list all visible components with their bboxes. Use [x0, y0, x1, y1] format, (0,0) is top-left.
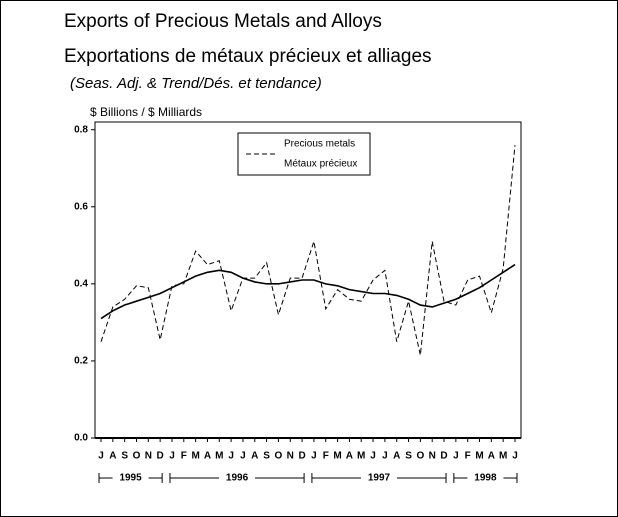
year-label: 1998	[474, 473, 497, 484]
x-tick-label: J	[370, 451, 376, 462]
y-axis-label: $ Billions / $ Milliards	[90, 105, 202, 119]
x-tick-label: O	[275, 451, 283, 462]
x-tick-label: J	[98, 451, 104, 462]
x-tick-label: M	[357, 451, 365, 462]
chart-title: Exports of Precious Metals and Alloys	[64, 11, 382, 32]
x-tick-label: J	[240, 451, 246, 462]
x-tick-label: F	[465, 451, 471, 462]
year-label: 1997	[368, 473, 391, 484]
series-line	[100, 263, 516, 320]
x-tick-label: A	[346, 451, 353, 462]
legend-label-fr: Métaux précieux	[284, 159, 357, 170]
chart-title-fr: Exportations de métaux précieux et allia…	[64, 46, 432, 67]
x-tick-label: N	[145, 451, 152, 462]
x-tick-label: F	[181, 451, 187, 462]
y-tick-label: 0.8	[74, 124, 88, 135]
x-tick-label: S	[263, 451, 270, 462]
x-tick-label: M	[333, 451, 341, 462]
legend-box	[237, 132, 371, 176]
x-tick-label: N	[287, 451, 294, 462]
legend-label: Precious metals	[284, 139, 355, 150]
x-tick-label: F	[323, 451, 329, 462]
x-tick-label: M	[475, 451, 483, 462]
y-tick-label: 0.2	[74, 356, 88, 367]
x-tick-label: J	[512, 451, 518, 462]
x-tick-label: S	[405, 451, 412, 462]
chart-subtitle: (Seas. Adj. & Trend/Dés. et tendance)	[70, 75, 322, 92]
x-tick-label: J	[453, 451, 459, 462]
x-tick-label: A	[393, 451, 400, 462]
x-tick-label: M	[191, 451, 199, 462]
x-tick-label: A	[109, 451, 116, 462]
x-tick-label: J	[169, 451, 175, 462]
x-tick-label: D	[157, 451, 164, 462]
y-tick-label: 0.4	[74, 278, 88, 289]
x-tick-label: D	[440, 451, 447, 462]
series-line	[100, 145, 516, 356]
x-tick-label: S	[121, 451, 128, 462]
y-tick-label: 0.0	[74, 433, 88, 444]
x-tick-label: N	[429, 451, 436, 462]
x-tick-label: O	[133, 451, 141, 462]
year-label: 1995	[119, 473, 142, 484]
x-tick-label: A	[488, 451, 495, 462]
x-tick-label: M	[215, 451, 223, 462]
x-tick-label: J	[382, 451, 388, 462]
x-tick-label: A	[204, 451, 211, 462]
x-tick-label: O	[416, 451, 424, 462]
year-label: 1996	[226, 473, 249, 484]
x-tick-label: D	[298, 451, 305, 462]
x-tick-label: A	[251, 451, 258, 462]
x-tick-label: J	[311, 451, 317, 462]
y-tick-label: 0.6	[74, 201, 88, 212]
x-tick-label: M	[499, 451, 507, 462]
x-tick-label: J	[228, 451, 234, 462]
